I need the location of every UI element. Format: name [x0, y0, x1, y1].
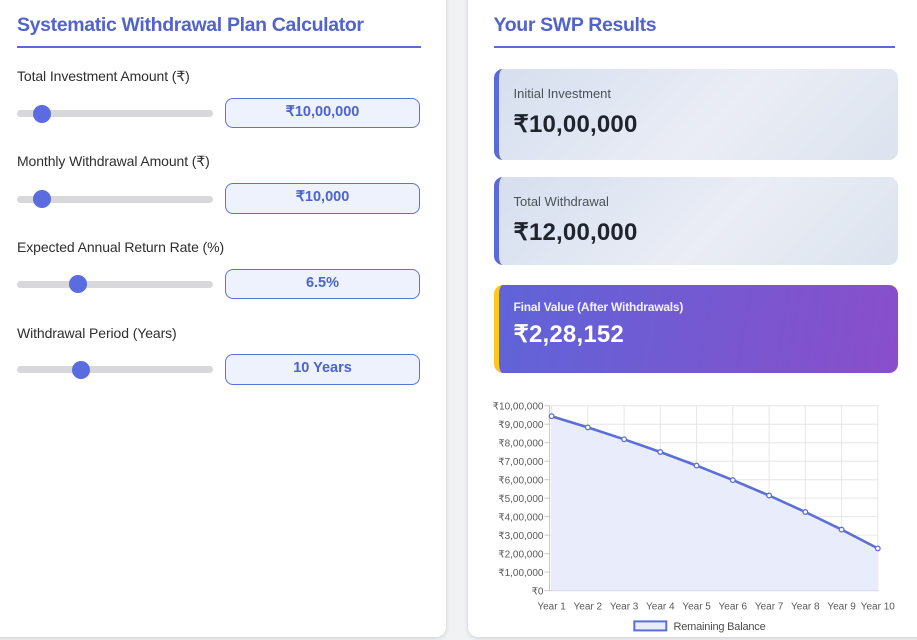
svg-text:₹4,00,000: ₹4,00,000: [498, 512, 544, 523]
svg-text:Year 2: Year 2: [574, 602, 603, 613]
svg-text:₹9,00,000: ₹9,00,000: [498, 420, 544, 431]
svg-text:₹3,00,000: ₹3,00,000: [498, 531, 544, 542]
svg-text:Year 3: Year 3: [610, 602, 639, 613]
svg-text:₹0: ₹0: [532, 586, 544, 597]
svg-text:Year 9: Year 9: [827, 602, 856, 613]
svg-text:Year 1: Year 1: [537, 602, 566, 613]
svg-text:₹7,00,000: ₹7,00,000: [498, 457, 544, 468]
svg-text:₹5,00,000: ₹5,00,000: [498, 494, 544, 505]
svg-text:₹1,00,000: ₹1,00,000: [498, 568, 544, 579]
svg-text:₹2,00,000: ₹2,00,000: [498, 549, 544, 560]
svg-text:₹10,00,000: ₹10,00,000: [493, 402, 544, 413]
svg-text:₹8,00,000: ₹8,00,000: [498, 439, 544, 450]
svg-text:Year 7: Year 7: [755, 602, 784, 613]
svg-text:Remaining Balance: Remaining Balance: [674, 621, 766, 633]
svg-text:₹6,00,000: ₹6,00,000: [498, 476, 544, 487]
svg-text:Year 8: Year 8: [791, 602, 820, 613]
svg-text:Year 10: Year 10: [861, 602, 896, 613]
svg-text:Year 6: Year 6: [719, 602, 748, 613]
svg-text:Year 5: Year 5: [682, 602, 711, 613]
svg-text:Year 4: Year 4: [646, 602, 675, 613]
